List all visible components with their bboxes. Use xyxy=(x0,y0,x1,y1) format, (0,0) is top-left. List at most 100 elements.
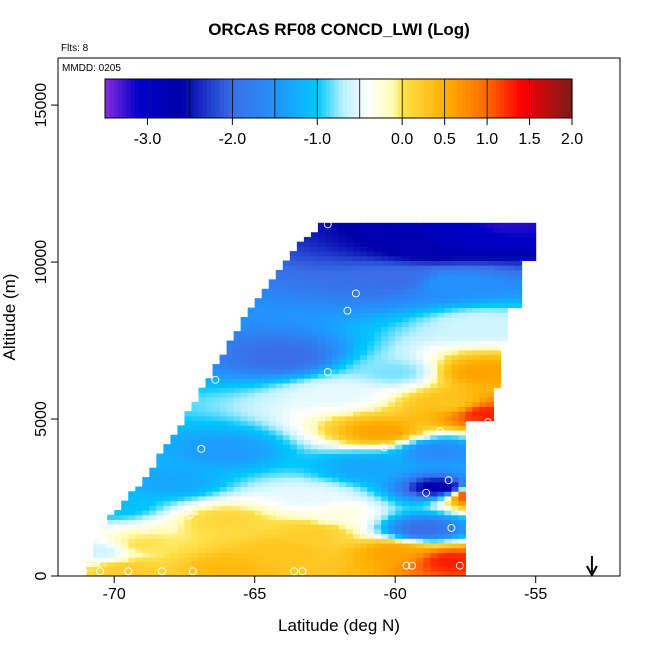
heatmap-cell xyxy=(395,255,403,261)
heatmap-cell xyxy=(339,491,347,497)
colorbar-segment xyxy=(478,79,484,118)
heatmap-cell xyxy=(289,543,298,549)
heatmap-cell xyxy=(388,227,396,233)
heatmap-cell xyxy=(219,401,228,407)
heatmap-cell xyxy=(331,359,340,365)
heatmap-cell xyxy=(324,533,333,539)
heatmap-cell xyxy=(444,382,452,389)
heatmap-cell xyxy=(184,415,192,422)
heatmap-cell xyxy=(374,340,382,346)
heatmap-cell xyxy=(402,453,410,459)
heatmap-cell xyxy=(353,420,361,426)
heatmap-cell xyxy=(388,232,396,238)
colorbar-segment xyxy=(313,79,318,118)
heatmap-cell xyxy=(409,251,417,257)
heatmap-cell xyxy=(296,495,305,502)
heatmap-cell xyxy=(184,425,192,431)
heatmap-cell xyxy=(317,514,326,520)
heatmap-cell xyxy=(346,317,354,323)
heatmap-cell xyxy=(107,519,115,525)
heatmap-cell xyxy=(339,232,347,238)
heatmap-cell xyxy=(374,514,382,520)
heatmap-cell xyxy=(233,514,242,520)
heatmap-cell xyxy=(205,566,214,572)
heatmap-cell xyxy=(465,387,473,393)
heatmap-cell xyxy=(289,251,298,257)
heatmap-cell xyxy=(402,430,410,436)
heatmap-cell xyxy=(353,411,361,417)
heatmap-cell xyxy=(317,472,326,478)
heatmap-cell xyxy=(381,312,389,318)
heatmap-cell xyxy=(247,439,256,445)
colorbar-segment xyxy=(215,79,221,118)
heatmap-cell xyxy=(416,293,424,299)
heatmap-cell xyxy=(303,335,312,342)
heatmap-cell xyxy=(268,302,277,309)
heatmap-cell xyxy=(514,302,523,309)
heatmap-cell xyxy=(331,411,340,417)
heatmap-cell xyxy=(367,434,375,440)
heatmap-cell xyxy=(331,533,340,539)
heatmap-cell xyxy=(381,392,389,398)
heatmap-cell xyxy=(339,401,347,407)
heatmap-cell xyxy=(331,561,340,568)
heatmap-cell xyxy=(444,420,452,426)
heatmap-cell xyxy=(514,241,523,247)
heatmap-cell xyxy=(261,528,270,535)
heatmap-cell xyxy=(339,524,347,530)
heatmap-cell xyxy=(381,543,389,549)
heatmap-cell xyxy=(381,232,389,238)
heatmap-cell xyxy=(240,392,249,398)
heatmap-cell xyxy=(247,491,256,497)
heatmap-cell xyxy=(324,453,333,459)
heatmap-cell xyxy=(282,397,291,403)
heatmap-cell xyxy=(451,397,459,403)
heatmap-cell xyxy=(331,543,340,549)
heatmap-cell xyxy=(212,491,221,497)
heatmap-cell xyxy=(409,528,417,535)
heatmap-cell xyxy=(402,302,410,309)
heatmap-cell xyxy=(339,236,347,243)
heatmap-cell xyxy=(296,241,305,247)
heatmap-cell xyxy=(437,326,445,332)
heatmap-cell xyxy=(493,298,502,304)
heatmap-cell xyxy=(247,467,256,473)
heatmap-cell xyxy=(444,241,452,247)
heatmap-cell xyxy=(261,406,270,412)
heatmap-cell xyxy=(303,326,312,332)
heatmap-cell xyxy=(423,246,431,252)
heatmap-cell xyxy=(388,434,396,440)
heatmap-cell xyxy=(388,284,396,290)
heatmap-cell xyxy=(289,444,298,450)
heatmap-cell xyxy=(296,571,305,577)
heatmap-cell xyxy=(310,326,319,332)
heatmap-cell xyxy=(324,364,333,370)
heatmap-cell xyxy=(430,477,438,483)
heatmap-cell xyxy=(409,411,417,417)
heatmap-cell xyxy=(184,505,192,511)
heatmap-cell xyxy=(191,495,199,502)
heatmap-cell xyxy=(402,528,410,535)
heatmap-cell xyxy=(346,439,354,445)
heatmap-cell xyxy=(177,557,185,563)
heatmap-cell xyxy=(289,255,298,261)
heatmap-cell xyxy=(303,312,312,318)
heatmap-cell xyxy=(107,561,115,568)
heatmap-cell xyxy=(353,279,361,285)
heatmap-cell xyxy=(296,444,305,450)
heatmap-cell xyxy=(170,462,178,469)
heatmap-cell xyxy=(416,251,424,257)
heatmap-cell xyxy=(402,382,410,389)
heatmap-cell xyxy=(451,557,459,563)
heatmap-cell xyxy=(395,519,403,525)
observation-point xyxy=(79,567,88,576)
heatmap-cell xyxy=(247,552,256,558)
heatmap-cell xyxy=(381,345,389,351)
heatmap-cell xyxy=(416,349,424,356)
heatmap-cell xyxy=(402,326,410,332)
heatmap-cell xyxy=(493,317,502,323)
heatmap-cell xyxy=(310,397,319,403)
heatmap-cell xyxy=(268,557,277,563)
heatmap-cell xyxy=(367,321,375,327)
colorbar-segment xyxy=(419,79,425,118)
